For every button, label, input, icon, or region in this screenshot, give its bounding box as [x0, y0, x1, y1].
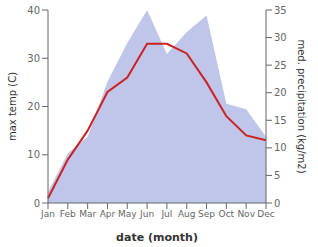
svg-text:5: 5	[274, 170, 280, 181]
svg-text:10: 10	[27, 149, 40, 160]
svg-text:15: 15	[274, 115, 287, 126]
svg-text:30: 30	[27, 53, 40, 64]
svg-text:Mar: Mar	[79, 209, 96, 219]
svg-text:date (month): date (month)	[116, 231, 198, 244]
svg-text:0: 0	[34, 198, 40, 209]
svg-text:Nov: Nov	[237, 209, 255, 219]
svg-text:30: 30	[274, 32, 287, 43]
svg-text:Dec: Dec	[257, 209, 274, 219]
svg-text:May: May	[118, 209, 137, 219]
svg-text:max temp (C): max temp (C)	[7, 72, 18, 141]
svg-text:Feb: Feb	[60, 209, 76, 219]
svg-text:Jul: Jul	[160, 209, 172, 219]
svg-text:Oct: Oct	[219, 209, 235, 219]
svg-text:Apr: Apr	[100, 209, 116, 219]
svg-text:Jun: Jun	[139, 209, 154, 219]
svg-text:10: 10	[274, 142, 287, 153]
svg-text:35: 35	[274, 5, 287, 16]
svg-text:med. precipitation (kg/m2): med. precipitation (kg/m2)	[296, 39, 307, 173]
svg-text:Jan: Jan	[40, 209, 55, 219]
svg-text:20: 20	[27, 101, 40, 112]
svg-text:Aug: Aug	[178, 209, 196, 219]
svg-text:25: 25	[274, 60, 287, 71]
svg-text:Sep: Sep	[198, 209, 215, 219]
svg-text:20: 20	[274, 87, 287, 98]
svg-text:0: 0	[274, 198, 280, 209]
svg-text:40: 40	[27, 5, 40, 16]
